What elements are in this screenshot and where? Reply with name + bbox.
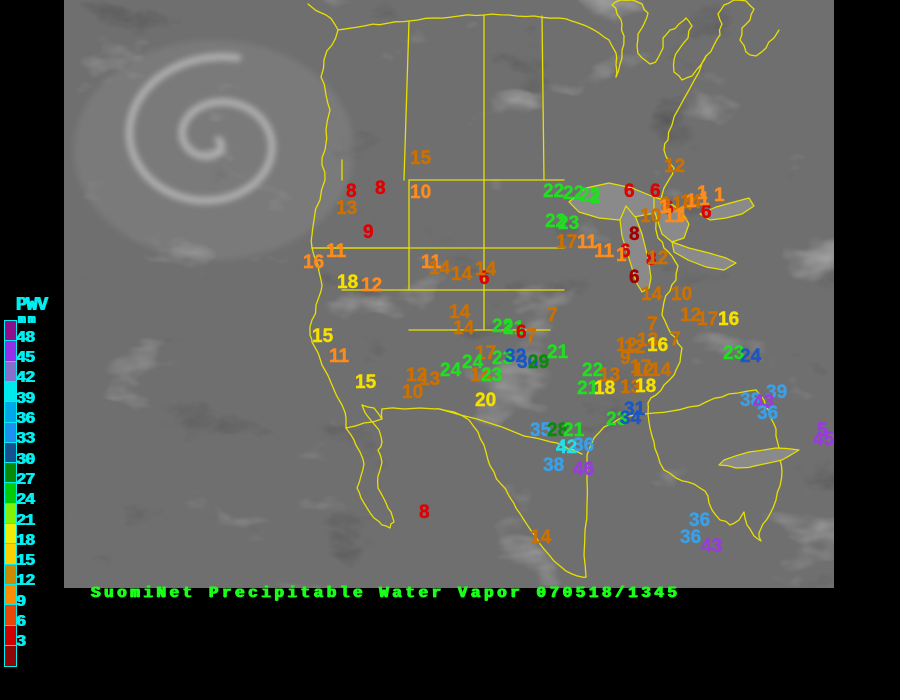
svg-text:8: 8 xyxy=(629,224,640,245)
svg-text:16: 16 xyxy=(303,252,324,273)
svg-text:12: 12 xyxy=(624,337,645,358)
svg-text:14: 14 xyxy=(475,259,497,280)
svg-text:18: 18 xyxy=(635,376,656,397)
svg-text:18: 18 xyxy=(594,378,615,399)
svg-text:21: 21 xyxy=(547,342,569,363)
svg-text:8: 8 xyxy=(375,178,386,199)
svg-text:29: 29 xyxy=(528,352,549,373)
svg-text:6: 6 xyxy=(624,181,635,202)
svg-text:11: 11 xyxy=(329,346,350,367)
svg-text:6: 6 xyxy=(629,267,640,288)
svg-text:16: 16 xyxy=(718,309,739,330)
svg-text:12: 12 xyxy=(361,275,382,296)
svg-text:14: 14 xyxy=(451,264,473,285)
svg-text:1: 1 xyxy=(714,185,725,206)
svg-text:10: 10 xyxy=(640,206,661,227)
svg-text:23: 23 xyxy=(558,213,579,234)
svg-text:2: 2 xyxy=(590,187,601,208)
svg-text:36: 36 xyxy=(757,403,778,424)
svg-text:1: 1 xyxy=(686,191,697,212)
svg-text:10: 10 xyxy=(671,284,692,305)
svg-text:14: 14 xyxy=(530,527,552,548)
svg-text:43: 43 xyxy=(701,536,722,557)
svg-text:45: 45 xyxy=(813,429,834,450)
svg-text:20: 20 xyxy=(475,390,496,411)
svg-text:17: 17 xyxy=(630,357,651,378)
svg-text:23: 23 xyxy=(481,365,502,386)
svg-text:16: 16 xyxy=(647,335,668,356)
svg-text:12: 12 xyxy=(647,248,668,269)
svg-text:15: 15 xyxy=(410,148,432,169)
svg-text:24: 24 xyxy=(440,360,462,381)
svg-text:11: 11 xyxy=(326,241,347,262)
svg-text:8: 8 xyxy=(419,502,430,523)
svg-text:14: 14 xyxy=(641,284,663,305)
svg-text:1: 1 xyxy=(677,204,688,225)
svg-text:22: 22 xyxy=(543,181,564,202)
svg-text:9: 9 xyxy=(363,222,374,243)
svg-text:15: 15 xyxy=(355,372,377,393)
svg-text:24: 24 xyxy=(740,346,762,367)
svg-text:10: 10 xyxy=(410,182,431,203)
svg-text:7: 7 xyxy=(670,329,681,350)
svg-text:7: 7 xyxy=(647,314,658,335)
svg-text:1: 1 xyxy=(699,189,710,210)
svg-text:10: 10 xyxy=(402,382,423,403)
svg-text:14: 14 xyxy=(453,318,475,339)
svg-text:17: 17 xyxy=(556,232,577,253)
svg-text:18: 18 xyxy=(337,272,358,293)
svg-text:14: 14 xyxy=(429,258,451,279)
svg-text:7: 7 xyxy=(547,305,558,326)
svg-text:13: 13 xyxy=(336,198,357,219)
svg-text:11: 11 xyxy=(594,241,615,262)
svg-text:12: 12 xyxy=(664,156,685,177)
svg-text:17: 17 xyxy=(697,309,718,330)
svg-text:36: 36 xyxy=(573,435,594,456)
svg-text:1: 1 xyxy=(616,245,627,266)
svg-text:36: 36 xyxy=(680,527,701,548)
svg-text:15: 15 xyxy=(312,326,334,347)
svg-text:7: 7 xyxy=(526,326,537,347)
svg-text:6: 6 xyxy=(516,322,527,343)
svg-text:34: 34 xyxy=(620,408,642,429)
svg-text:46: 46 xyxy=(573,459,594,480)
svg-text:38: 38 xyxy=(543,455,564,476)
